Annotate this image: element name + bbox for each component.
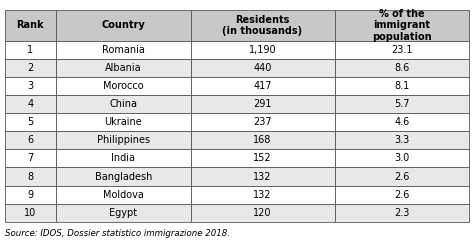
- Text: Philippines: Philippines: [97, 135, 150, 145]
- Text: 10: 10: [24, 208, 36, 218]
- Text: 2.6: 2.6: [394, 190, 410, 200]
- Bar: [335, 59, 469, 77]
- Bar: [335, 168, 469, 185]
- Text: 5.7: 5.7: [394, 99, 410, 109]
- Bar: [56, 95, 191, 113]
- Bar: [335, 77, 469, 95]
- Text: 4.6: 4.6: [394, 117, 410, 127]
- Bar: [191, 168, 335, 185]
- Bar: [335, 10, 469, 41]
- Bar: [191, 95, 335, 113]
- Bar: [335, 95, 469, 113]
- Bar: [335, 113, 469, 131]
- Bar: [56, 10, 191, 41]
- Text: 8.1: 8.1: [394, 81, 410, 91]
- Text: Bangladesh: Bangladesh: [94, 172, 152, 181]
- Bar: [191, 185, 335, 204]
- Text: 1: 1: [27, 45, 33, 55]
- Text: 8: 8: [27, 172, 33, 181]
- Text: Rank: Rank: [17, 20, 44, 30]
- Text: Ukraine: Ukraine: [104, 117, 142, 127]
- Bar: [5, 10, 56, 41]
- Bar: [56, 185, 191, 204]
- Text: Source: IDOS, Dossier statistico immigrazione 2018.: Source: IDOS, Dossier statistico immigra…: [5, 229, 230, 238]
- Bar: [5, 113, 56, 131]
- Text: 4: 4: [27, 99, 33, 109]
- Text: 3: 3: [27, 81, 33, 91]
- Text: 3.3: 3.3: [394, 135, 410, 145]
- Bar: [56, 149, 191, 168]
- Text: 5: 5: [27, 117, 33, 127]
- Text: Egypt: Egypt: [109, 208, 137, 218]
- Bar: [5, 41, 56, 59]
- Text: Albania: Albania: [105, 63, 142, 73]
- Text: Residents
(in thousands): Residents (in thousands): [222, 15, 302, 36]
- Bar: [5, 204, 56, 222]
- Text: India: India: [111, 153, 135, 163]
- Text: 3.0: 3.0: [394, 153, 410, 163]
- Bar: [5, 59, 56, 77]
- Text: 120: 120: [253, 208, 272, 218]
- Bar: [5, 77, 56, 95]
- Bar: [5, 149, 56, 168]
- Text: 8.6: 8.6: [394, 63, 410, 73]
- Text: 23.1: 23.1: [391, 45, 413, 55]
- Text: 2.6: 2.6: [394, 172, 410, 181]
- Bar: [56, 204, 191, 222]
- Text: 132: 132: [253, 190, 272, 200]
- Bar: [191, 59, 335, 77]
- Text: Romania: Romania: [102, 45, 145, 55]
- Bar: [5, 185, 56, 204]
- Bar: [191, 41, 335, 59]
- Bar: [191, 149, 335, 168]
- Text: % of the
immigrant
population: % of the immigrant population: [372, 9, 432, 42]
- Text: 2.3: 2.3: [394, 208, 410, 218]
- Bar: [335, 204, 469, 222]
- Text: 2: 2: [27, 63, 33, 73]
- Text: 168: 168: [254, 135, 272, 145]
- Text: 440: 440: [254, 63, 272, 73]
- Text: 6: 6: [27, 135, 33, 145]
- Bar: [191, 131, 335, 149]
- Bar: [56, 77, 191, 95]
- Text: 7: 7: [27, 153, 33, 163]
- Bar: [56, 131, 191, 149]
- Text: 291: 291: [253, 99, 272, 109]
- Text: 1,190: 1,190: [249, 45, 276, 55]
- Bar: [56, 113, 191, 131]
- Bar: [335, 149, 469, 168]
- Text: Country: Country: [101, 20, 145, 30]
- Bar: [5, 131, 56, 149]
- Bar: [335, 41, 469, 59]
- Bar: [191, 77, 335, 95]
- Bar: [56, 168, 191, 185]
- Text: 237: 237: [253, 117, 272, 127]
- Text: China: China: [109, 99, 137, 109]
- Bar: [56, 59, 191, 77]
- Bar: [335, 185, 469, 204]
- Text: Morocco: Morocco: [103, 81, 144, 91]
- Bar: [191, 113, 335, 131]
- Text: 417: 417: [253, 81, 272, 91]
- Text: Moldova: Moldova: [103, 190, 144, 200]
- Bar: [335, 131, 469, 149]
- Text: 132: 132: [253, 172, 272, 181]
- Text: 9: 9: [27, 190, 33, 200]
- Bar: [191, 10, 335, 41]
- Bar: [191, 204, 335, 222]
- Text: 152: 152: [253, 153, 272, 163]
- Bar: [56, 41, 191, 59]
- Bar: [5, 168, 56, 185]
- Bar: [5, 95, 56, 113]
